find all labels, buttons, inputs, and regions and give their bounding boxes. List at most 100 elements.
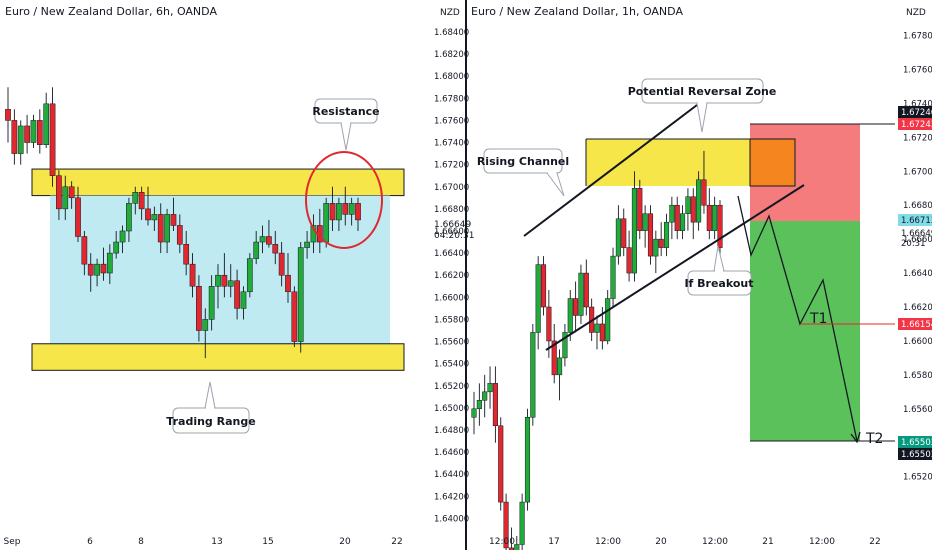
left-y-tick: 1.64800 xyxy=(434,426,469,436)
left-y-tick: 1.67800 xyxy=(434,94,469,104)
left-candle xyxy=(94,258,100,287)
left-chart-panel: Euro / New Zealand Dollar, 6h, OANDA NZD… xyxy=(4,5,475,547)
left-y-tick: 1.65000 xyxy=(434,404,469,414)
left-candle xyxy=(87,253,94,292)
left-candle xyxy=(253,230,260,265)
right-candle xyxy=(573,281,579,333)
right-candle xyxy=(519,493,525,555)
right-x-tick: 12:00 xyxy=(702,537,728,547)
left-candle xyxy=(62,175,69,220)
right-candle xyxy=(578,264,584,324)
right-y-tick: 1.66400 xyxy=(903,269,932,279)
left-y-tick: 1.67200 xyxy=(434,161,469,171)
left-candle xyxy=(75,186,81,243)
left-candle xyxy=(208,275,215,331)
left-candle xyxy=(227,264,234,298)
right-time-axis: 12:00 17 12:00 20 12:00 21 12:00 22 xyxy=(489,537,881,547)
support-zone xyxy=(31,343,405,371)
left-candle xyxy=(5,87,11,143)
left-candle xyxy=(329,186,336,231)
right-candle xyxy=(530,323,536,426)
left-candle xyxy=(240,286,247,320)
left-candle xyxy=(17,120,24,165)
right-candle xyxy=(701,150,707,214)
left-candle xyxy=(43,92,50,149)
left-candle xyxy=(285,253,291,303)
projection-arrow xyxy=(850,431,861,444)
left-candle xyxy=(100,247,107,281)
right-y-tick: 1.67600 xyxy=(903,66,932,76)
price-tag-stop-black: 1.67246 xyxy=(901,108,932,118)
left-candle xyxy=(196,275,202,342)
right-candle xyxy=(626,230,632,282)
left-x-tick: 8 xyxy=(138,537,144,547)
right-candle xyxy=(498,417,504,511)
trading-range-callout: Trading Range xyxy=(166,381,256,434)
right-candle xyxy=(621,208,627,257)
left-y-tick: 1.65800 xyxy=(434,315,469,325)
trading-range-label: Trading Range xyxy=(166,415,255,428)
left-candle xyxy=(81,230,88,276)
left-candle xyxy=(113,230,120,259)
right-candle xyxy=(540,256,547,316)
right-candle xyxy=(680,205,686,240)
left-y-tick: 1.65400 xyxy=(434,360,469,370)
left-y-tick: 1.68200 xyxy=(434,50,469,60)
left-x-tick: 15 xyxy=(262,537,273,547)
right-x-tick: 22 xyxy=(869,537,880,547)
left-candle xyxy=(348,197,355,226)
right-candle xyxy=(615,205,621,265)
channel-lower-line xyxy=(545,184,805,351)
left-candle xyxy=(138,186,145,220)
reversal-zone-label: Potential Reversal Zone xyxy=(628,85,777,98)
right-y-tick: 1.65600 xyxy=(903,405,932,415)
reversal-zone-callout: Potential Reversal Zone xyxy=(628,78,777,133)
left-y-tick: 1.66600 xyxy=(434,227,469,237)
breakout-label: If Breakout xyxy=(684,277,753,290)
left-candle xyxy=(336,197,342,231)
right-candle xyxy=(717,200,723,257)
right-candle xyxy=(524,408,531,511)
left-y-tick: 1.65600 xyxy=(434,338,469,348)
left-candle xyxy=(189,253,196,298)
current-price: 1.66649 xyxy=(901,229,932,239)
left-y-tick: 1.68000 xyxy=(434,72,469,82)
right-candle xyxy=(487,366,493,409)
right-candle xyxy=(567,290,573,341)
left-candle xyxy=(291,286,298,348)
left-time-axis: Sep 6 8 13 15 20 22 xyxy=(4,537,403,547)
right-y-tick: 1.66800 xyxy=(903,201,932,211)
projection-path xyxy=(737,195,858,442)
left-x-tick: Sep xyxy=(4,537,21,547)
right-candle xyxy=(605,290,611,345)
resistance-label: Resistance xyxy=(312,105,379,118)
right-candle xyxy=(557,349,563,401)
left-y-tick: 1.68400 xyxy=(434,28,469,38)
left-x-tick: 22 xyxy=(391,537,402,547)
left-candle xyxy=(30,114,37,149)
right-candle xyxy=(476,383,482,426)
right-candle xyxy=(514,536,520,555)
left-candle xyxy=(304,230,310,259)
left-zones xyxy=(31,168,405,371)
right-y-tick: 1.67200 xyxy=(903,133,932,143)
left-candle xyxy=(259,225,266,254)
right-candle xyxy=(471,391,477,435)
right-candle xyxy=(631,171,637,282)
right-chart-title: Euro / New Zealand Dollar, 1h, OANDA xyxy=(471,5,683,18)
left-y-tick: 1.67600 xyxy=(434,116,469,126)
left-candle xyxy=(183,230,190,276)
left-candle xyxy=(106,244,113,285)
left-x-tick: 13 xyxy=(211,537,222,547)
left-y-tick: 1.64400 xyxy=(434,470,469,480)
right-price-axis: 1.67800 1.67600 1.67400 1.67200 1.67000 1.668… xyxy=(903,32,932,483)
right-y-tick: 1.66000 xyxy=(903,337,932,347)
left-candle xyxy=(49,87,56,187)
left-countdown: 04:20:31 xyxy=(434,231,474,241)
right-y-tick: 1.67000 xyxy=(903,167,932,177)
left-candle xyxy=(145,186,151,226)
left-candle xyxy=(68,181,75,209)
right-x-tick: 20 xyxy=(655,537,667,547)
